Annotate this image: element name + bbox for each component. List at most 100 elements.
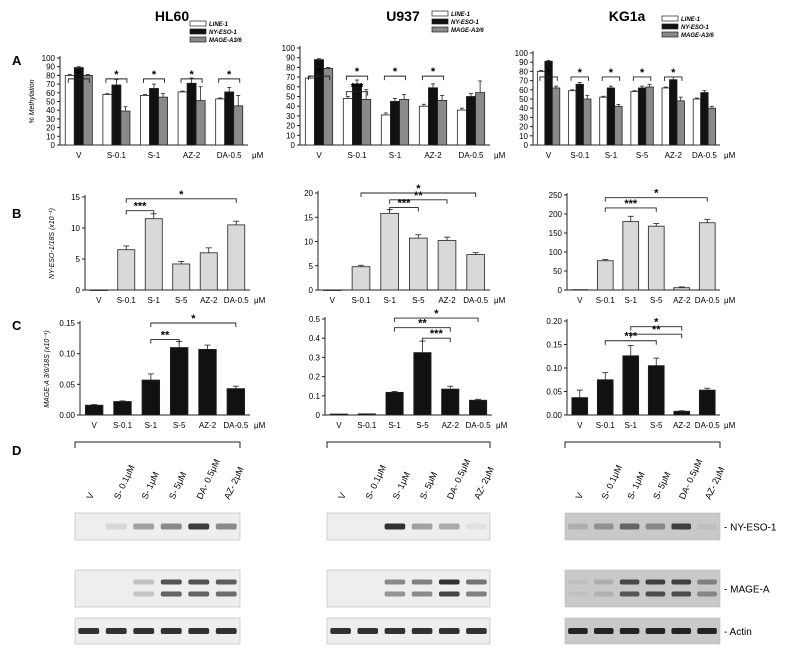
bar-line-1 <box>536 71 546 146</box>
blot-band <box>215 628 237 634</box>
x-tick-label: S-0.1 <box>351 296 371 305</box>
legend: LINE-1 NY-ESO-1 MAGE-A3/6 <box>661 15 714 39</box>
x-tick-label: S-0.1 <box>596 296 616 305</box>
blot-band <box>384 579 406 585</box>
legend-swatch <box>431 26 449 33</box>
blot-band <box>188 628 210 634</box>
x-tick-label: S-0.1 <box>570 151 590 160</box>
legend-entry: NY-ESO-1 <box>209 30 238 36</box>
x-tick-label: S-1 <box>389 151 402 160</box>
blot-lane-label: DA- 0.5μM <box>194 457 221 500</box>
bar-ny-eso-1 <box>111 84 122 146</box>
blot-bracket <box>74 441 241 448</box>
y-tick-label: 20 <box>519 123 528 132</box>
x-unit-label: μM <box>494 296 506 305</box>
x-unit-label: μM <box>254 421 266 430</box>
x-tick-label: S-0.1 <box>107 151 127 160</box>
blot-band <box>568 523 588 530</box>
legend-entry: LINE-1 <box>451 12 471 18</box>
x-tick-label: DA-0.5 <box>466 421 491 430</box>
significance-bracket <box>604 197 708 202</box>
significance-label: * <box>179 189 184 201</box>
significance-bracket <box>664 76 683 81</box>
blot-band <box>568 579 588 585</box>
bar-line-1 <box>102 94 113 146</box>
blot-band <box>466 591 487 597</box>
blot-band <box>697 591 717 597</box>
bar <box>84 404 104 416</box>
panel-letter-b: B <box>12 206 21 221</box>
significance-label: * <box>189 69 194 81</box>
significance-label: ** <box>652 324 661 336</box>
blot-band <box>697 628 717 634</box>
x-tick-label: AZ-2 <box>200 296 218 305</box>
y-axis-label: % Methylation <box>29 79 36 123</box>
blot-band <box>593 591 614 597</box>
bar <box>673 410 691 416</box>
bar <box>380 212 399 291</box>
y-tick-label: 100 <box>282 44 296 53</box>
bar-ny-eso-1 <box>575 83 584 146</box>
x-unit-label: μM <box>724 421 736 430</box>
blot-band <box>619 591 640 597</box>
x-tick-label: AZ-2 <box>199 421 217 430</box>
blot-lane-label: V <box>336 491 348 501</box>
blot-band <box>671 579 692 585</box>
bar-mage-a3/6 <box>120 110 131 146</box>
column-title-kg1a: KG1a <box>609 8 646 24</box>
blot-band <box>215 523 237 530</box>
blot-lane-label: S- 0.1μM <box>112 463 137 500</box>
y-tick-label: 80 <box>46 71 55 80</box>
x-tick-label: S-0.1 <box>113 421 133 430</box>
legend-entry: MAGE-A3/6 <box>451 28 484 34</box>
y-tick-label: 60 <box>46 89 55 98</box>
blot-panel-u937: V S- 0.1μM S- 1μM S- 5μM DA- 0.5μM AZ- 2μM <box>326 441 496 645</box>
significance-label: * <box>114 69 119 81</box>
x-tick-label: S-1 <box>383 296 396 305</box>
chart-c-kg1a: 0.00 0.05 0.10 0.15 0.20 V S-0.1 S-1 S-5 AZ-2 DA-0… <box>546 317 735 430</box>
significance-bracket <box>601 76 621 81</box>
x-tick-label: S-1 <box>625 296 638 305</box>
blot-bracket <box>564 441 721 448</box>
y-tick-label: 30 <box>286 112 295 121</box>
panel-letter-d: D <box>12 443 21 458</box>
y-tick-label: 100 <box>549 248 563 257</box>
y-tick-label: 0.1 <box>309 392 321 401</box>
bar <box>351 266 371 291</box>
column-title-hl60: HL60 <box>155 8 189 24</box>
significance-label: * <box>317 66 322 78</box>
x-tick-label: S-0.1 <box>596 421 616 430</box>
blot-band <box>384 628 406 634</box>
blot-band <box>645 591 666 597</box>
x-tick-label: S-1 <box>148 151 161 160</box>
significance-bracket <box>604 207 657 212</box>
significance-bracket <box>394 327 451 332</box>
blot-band <box>466 628 487 634</box>
x-unit-label: μM <box>496 421 508 430</box>
y-tick-label: 0 <box>76 286 81 295</box>
bar <box>673 287 691 291</box>
legend: LINE-1 NY-ESO-1 MAGE-A3/6 <box>431 10 484 34</box>
x-tick-label: S-0.1 <box>117 296 137 305</box>
x-tick-label: DA-0.5 <box>223 421 248 430</box>
significance-label: * <box>671 67 676 79</box>
x-tick-label: V <box>577 296 583 305</box>
x-tick-label: S-5 <box>650 421 663 430</box>
blot-band <box>411 628 433 634</box>
x-tick-label: S-1 <box>148 296 161 305</box>
x-tick-label: S-5 <box>636 151 649 160</box>
bar-line-1 <box>215 98 226 146</box>
y-tick-label: 60 <box>519 86 528 95</box>
x-tick-label: AZ-2 <box>665 151 683 160</box>
blot-band <box>438 591 460 597</box>
significance-label: * <box>654 317 659 329</box>
significance-bracket <box>125 210 155 215</box>
bar-line-1 <box>342 98 353 146</box>
significance-bracket <box>345 75 369 81</box>
significance-label: *** <box>134 201 148 213</box>
blot-bracket <box>326 441 491 448</box>
blot-band <box>160 628 182 634</box>
blot-strip <box>564 512 721 541</box>
blot-band <box>697 579 717 585</box>
